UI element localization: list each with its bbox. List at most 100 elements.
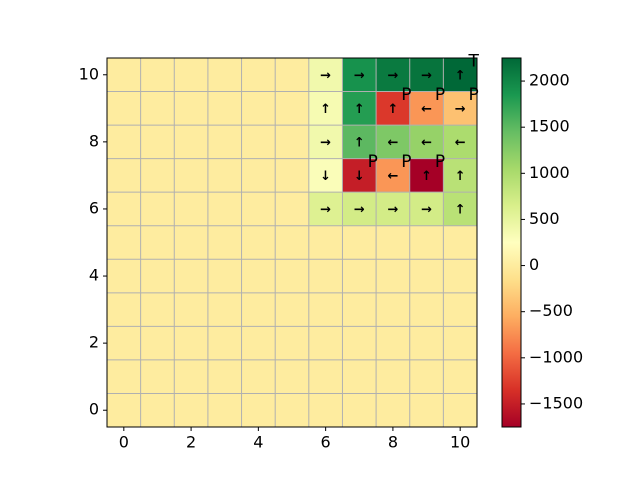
heat-cell [275,259,309,293]
heat-cell [376,158,410,193]
colorbar-tick-label: 500 [529,209,560,228]
heat-cell [241,192,276,226]
heat-cell [342,158,377,193]
policy-arrow: ↓ [354,169,365,184]
heat-cell [409,292,444,327]
heat-cell [140,393,175,427]
heat-cell [207,326,242,360]
heat-cell [308,91,343,126]
policy-arrow: → [421,68,432,83]
policy-arrow: ↓ [320,169,331,184]
heat-cell [107,125,141,159]
colorbar-tick-label: −1500 [529,393,583,412]
heat-cell [241,225,276,260]
heat-cell [174,326,208,360]
heat-cell [308,192,343,226]
heat-cell [275,225,309,260]
heat-cell [140,225,175,260]
policy-arrow: ← [421,102,432,117]
heat-cell [241,125,276,159]
heat-cell [376,91,410,126]
heat-cell [342,326,377,360]
heat-cell [308,292,343,327]
heat-cell [241,158,276,193]
heat-cell [443,292,477,327]
heat-cell [443,359,477,394]
policy-arrow: ↑ [354,135,365,150]
heat-cell [107,393,141,427]
policy-arrow: → [354,68,365,83]
colorbar-tick-label: 2000 [529,71,570,90]
heat-cell [207,292,242,327]
heat-cell [140,259,175,293]
policy-arrow: → [387,68,398,83]
heat-cell [174,192,208,226]
heat-cell [342,259,377,293]
policy-arrow: ← [387,169,398,184]
heat-cell [409,225,444,260]
colorbar-tick-label: −500 [529,301,573,320]
heat-cell [443,326,477,360]
heat-cell [342,58,377,92]
policy-arrow: ↑ [354,102,365,117]
heat-cell [409,326,444,360]
y-tick-label: 4 [89,266,99,285]
heat-cell [409,58,444,92]
heat-cell [275,91,309,126]
heat-cell [308,158,343,193]
heat-cell [409,359,444,394]
colorbar [501,57,522,428]
heat-cell [174,393,208,427]
heat-cell [275,58,309,92]
heat-cell [342,393,377,427]
heat-cell [174,225,208,260]
heat-cell [107,225,141,260]
policy-arrow: ← [387,135,398,150]
colorbar-tick-label: 1000 [529,163,570,182]
heat-cell [207,359,242,394]
heat-cell [107,58,141,92]
heat-cell [275,292,309,327]
heat-cell [140,292,175,327]
y-tick-label: 2 [89,333,99,352]
y-tick-label: 0 [89,400,99,419]
heat-cell [207,192,242,226]
heat-cell [107,259,141,293]
y-tick-label: 8 [89,131,99,150]
x-tick-label: 6 [321,433,331,452]
heat-cell [342,192,377,226]
policy-arrow: ← [421,135,432,150]
heat-cell [409,158,444,193]
annotation: P [435,152,445,172]
heat-cell [308,359,343,394]
heat-cell [376,58,410,92]
heat-cell [275,158,309,193]
heat-cell [140,158,175,193]
heat-cell [376,326,410,360]
policy-arrow: ↑ [387,102,398,117]
heat-cell [207,259,242,293]
heat-cell [376,393,410,427]
policy-arrow: ← [455,135,466,150]
heat-cell [140,192,175,226]
heat-cell [241,292,276,327]
heat-cell [376,125,410,159]
x-tick-label: 10 [450,433,470,452]
policy-arrow: ↑ [455,169,466,184]
heat-cell [241,259,276,293]
heat-cell [409,91,444,126]
heat-cell [443,393,477,427]
heat-cell [342,292,377,327]
heat-cell [207,393,242,427]
heat-cell [174,259,208,293]
heat-cell [107,359,141,394]
policy-arrow: → [320,202,331,217]
heat-cell [140,91,175,126]
heat-cell [376,259,410,293]
heat-cell [140,359,175,394]
heat-cell [308,58,343,92]
heat-cell [275,393,309,427]
heat-cell [342,91,377,126]
heat-cell [342,225,377,260]
